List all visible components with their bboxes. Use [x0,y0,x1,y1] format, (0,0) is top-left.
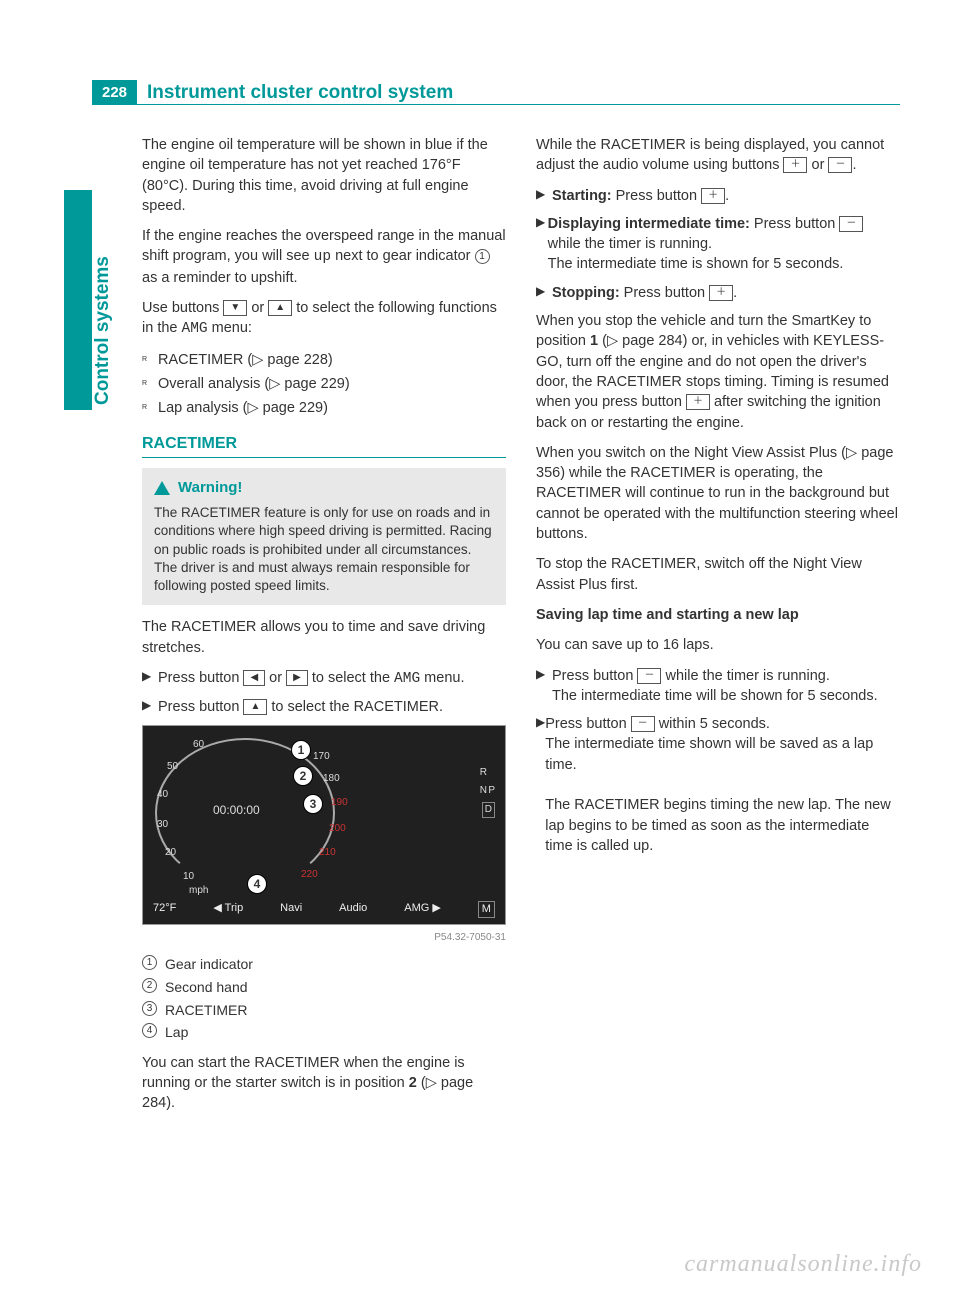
legend-item: 4Lap [142,1023,506,1043]
legend-item: 3RACETIMER [142,1001,506,1021]
figure-menu-bar: 72°F ◀ Trip Navi Audio AMG ▶ M [153,901,495,918]
paragraph: If the engine reaches the overspeed rang… [142,226,506,288]
step-item: ▶ Starting: Press button ＋. [536,186,900,206]
figure-callout: 4 [247,874,267,894]
side-section-label: Control systems [92,256,114,405]
minus-button-icon: － [839,216,863,232]
plus-button-icon: ＋ [709,285,733,301]
step-item: ▶ Press button ◀ or ▶ to select the AMG … [142,668,506,689]
warning-box: Warning! The RACETIMER feature is only f… [142,468,506,605]
left-button-icon: ◀ [243,670,265,686]
page-header: 228 Instrument cluster control system [92,80,900,105]
content-area: The engine oil temperature will be shown… [142,135,900,1124]
paragraph: You can save up to 16 laps. [536,635,900,655]
paragraph: While the RACETIMER is being displayed, … [536,135,900,176]
list-item: ROverall analysis (▷ page 229) [142,374,506,394]
step-item: ▶ Press button － while the timer is runn… [536,666,900,707]
sub-heading: Saving lap time and starting a new lap [536,605,900,625]
right-button-icon: ▶ [286,670,308,686]
paragraph: The engine oil temperature will be shown… [142,135,506,216]
right-column: While the RACETIMER is being displayed, … [536,135,900,1124]
paragraph: When you switch on the Night View Assist… [536,443,900,544]
step-item: ▶ Press button － within 5 seconds. The i… [536,714,900,856]
watermark: carmanualsonline.info [684,1251,922,1278]
warning-heading: Warning! [154,478,494,498]
list-item: RRACETIMER (▷ page 228) [142,350,506,370]
paragraph: You can start the RACETIMER when the eng… [142,1053,506,1114]
minus-button-icon: － [637,668,661,684]
instrument-cluster-figure: 60 50 40 30 20 10 170 180 190 200 210 22… [142,725,506,925]
side-tab [64,190,92,410]
legend-item: 2Second hand [142,978,506,998]
plus-button-icon: ＋ [701,188,725,204]
legend-item: 1Gear indicator [142,955,506,975]
up-button-icon: ▲ [243,699,267,715]
header-title: Instrument cluster control system [137,82,453,104]
list-item: RLap analysis (▷ page 229) [142,398,506,418]
paragraph: When you stop the vehicle and turn the S… [536,311,900,433]
figure-id: P54.32-7050-31 [142,931,506,945]
page-number: 228 [92,80,137,105]
plus-button-icon: ＋ [783,157,807,173]
section-heading: RACETIMER [142,433,506,458]
step-item: ▶ Displaying intermediate time: Press bu… [536,214,900,275]
figure-callout: 1 [291,740,311,760]
down-button-icon: ▼ [223,300,247,316]
plus-button-icon: ＋ [686,394,710,410]
header-rule [92,104,900,105]
step-item: ▶ Stopping: Press button ＋. [536,283,900,303]
callout-ref: 1 [475,249,490,264]
left-column: The engine oil temperature will be shown… [142,135,506,1124]
paragraph: Use buttons ▼ or ▲ to select the followi… [142,298,506,340]
up-button-icon: ▲ [268,300,292,316]
warning-triangle-icon [154,481,170,495]
paragraph: The RACETIMER allows you to time and sav… [142,617,506,658]
paragraph: To stop the RACETIMER, switch off the Ni… [536,554,900,595]
minus-button-icon: － [828,157,852,173]
minus-button-icon: － [631,716,655,732]
step-item: ▶ Press button ▲ to select the RACETIMER… [142,697,506,717]
warning-body: The RACETIMER feature is only for use on… [154,504,494,595]
